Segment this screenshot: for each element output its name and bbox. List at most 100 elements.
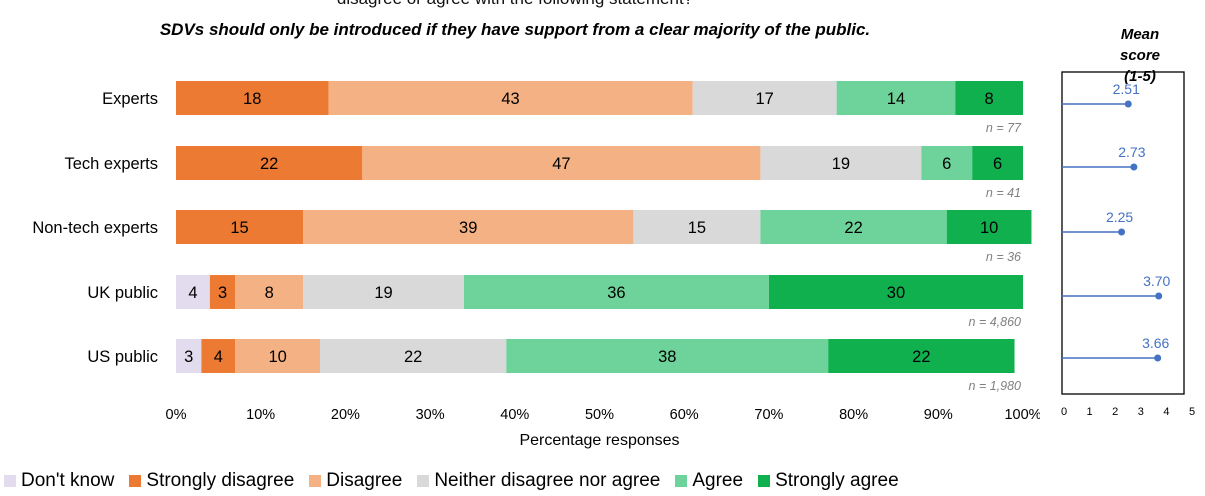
bar-segment <box>319 339 507 373</box>
data-label: 15 <box>230 219 248 237</box>
data-label: 38 <box>658 348 676 366</box>
mean-value-label: 2.73 <box>1118 144 1145 160</box>
x-tick-label: 100% <box>1004 407 1040 423</box>
data-label: 18 <box>243 90 261 108</box>
data-label: 47 <box>552 155 570 173</box>
mean-x-tick-label: 5 <box>1189 406 1195 418</box>
x-tick-label: 70% <box>754 407 783 423</box>
mean-point <box>1118 228 1126 236</box>
x-tick-label: 80% <box>839 407 868 423</box>
legend-item: Strongly disagree <box>129 470 294 492</box>
data-label: 17 <box>755 90 773 108</box>
data-label: 4 <box>214 348 223 366</box>
bar-segment <box>768 275 1023 309</box>
bar-segment <box>692 81 837 115</box>
mean-score-title: Mean score (1-5) <box>1100 24 1180 87</box>
legend-swatch <box>129 475 142 487</box>
category-label: Tech experts <box>64 155 158 173</box>
mean-x-tick-label: 0 <box>1061 406 1067 418</box>
sample-size-label: n = 77 <box>986 121 1022 135</box>
bar-segment <box>828 339 1015 373</box>
bar-segment <box>463 275 769 309</box>
legend-label: Strongly agree <box>775 470 899 491</box>
mean-score-title-line2: (1-5) <box>1124 68 1156 85</box>
data-label: 19 <box>374 284 392 302</box>
sample-size-label: n = 41 <box>986 186 1021 200</box>
x-tick-label: 10% <box>246 407 275 423</box>
x-tick-label: 90% <box>924 407 953 423</box>
bar-segment <box>506 339 829 373</box>
chart-title-line2: SDVs should only be introduced if they h… <box>159 20 871 39</box>
legend-item: Disagree <box>309 470 402 492</box>
bar-segment <box>176 339 202 373</box>
legend-swatch <box>417 475 430 487</box>
mean-value-label: 2.25 <box>1106 209 1133 225</box>
legend-swatch <box>4 475 16 487</box>
bar-segment <box>760 210 947 244</box>
bar-segment <box>946 210 1032 244</box>
data-label: 30 <box>887 284 905 302</box>
bar-segment <box>760 146 922 180</box>
data-label: 19 <box>832 155 850 173</box>
legend-item: Don't know <box>4 470 114 492</box>
legend-swatch <box>758 475 771 487</box>
category-label: Non-tech experts <box>32 219 158 237</box>
sample-size-label: n = 36 <box>986 250 1021 264</box>
bar-segment <box>362 146 761 180</box>
data-label: 22 <box>404 348 422 366</box>
legend-label: Strongly disagree <box>146 470 295 491</box>
legend-label: Disagree <box>326 470 403 491</box>
data-label: 10 <box>268 348 286 366</box>
legend-item: Agree <box>675 470 743 492</box>
x-tick-label: 20% <box>331 407 360 423</box>
mean-point <box>1130 163 1138 171</box>
legend: Don't know Strongly disagree Disagree Neith… <box>4 468 914 494</box>
bar-segment <box>176 146 363 180</box>
data-label: 39 <box>459 219 477 237</box>
sample-size-label: n = 4,860 <box>969 315 1022 329</box>
bar-segment <box>201 339 236 373</box>
mean-x-tick-label: 4 <box>1163 406 1169 418</box>
bar-segment <box>633 210 761 244</box>
bar-segment <box>303 210 634 244</box>
legend-label: Neither disagree nor agree <box>434 470 661 491</box>
bar-segment <box>955 81 1023 115</box>
bar-segment <box>972 146 1023 180</box>
category-label: US public <box>87 348 158 366</box>
mean-point <box>1124 100 1132 108</box>
x-tick-label: 40% <box>500 407 529 423</box>
bar-segment <box>836 81 956 115</box>
data-label: 3 <box>184 348 193 366</box>
data-label: 8 <box>985 90 994 108</box>
data-label: 36 <box>607 284 625 302</box>
x-tick-label: 60% <box>670 407 699 423</box>
x-tick-label: 50% <box>585 407 614 423</box>
data-label: 6 <box>993 155 1002 173</box>
mean-score-title-line1: Mean score <box>1119 26 1161 64</box>
mean-point <box>1154 354 1162 362</box>
bar-segment <box>176 210 304 244</box>
mean-point <box>1155 292 1163 300</box>
legend-item: Neither disagree nor agree <box>417 470 660 492</box>
bar-segment <box>921 146 973 180</box>
data-label: 43 <box>501 90 519 108</box>
category-label: Experts <box>102 90 158 108</box>
x-tick-label: 30% <box>416 407 445 423</box>
bar-segment <box>303 275 464 309</box>
bar-segment <box>235 339 320 373</box>
data-label: 4 <box>188 284 197 302</box>
bar-segment <box>328 81 693 115</box>
legend-label: Agree <box>692 470 744 491</box>
legend-item: Strongly agree <box>758 470 899 492</box>
data-label: 22 <box>260 155 278 173</box>
mean-x-tick-label: 2 <box>1112 406 1118 418</box>
bar-segment <box>176 275 210 309</box>
data-label: 22 <box>912 348 930 366</box>
data-label: 6 <box>942 155 951 173</box>
mean-chart-frame <box>1061 71 1185 395</box>
legend-swatch <box>309 475 322 487</box>
bar-segment <box>176 81 329 115</box>
x-tick-label: 0% <box>166 407 187 423</box>
mean-value-label: 3.70 <box>1143 273 1170 289</box>
